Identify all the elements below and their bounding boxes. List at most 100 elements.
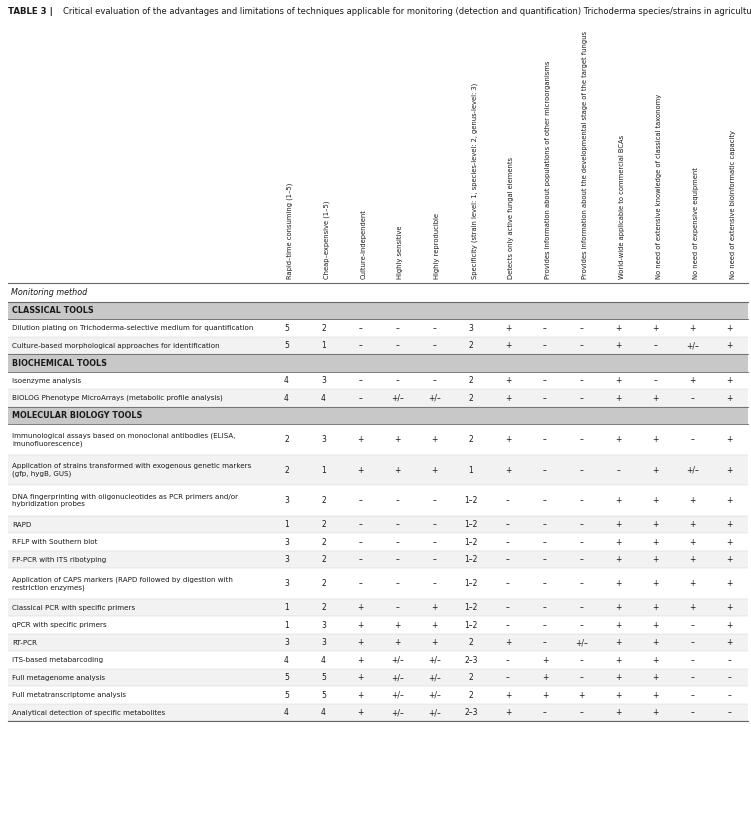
- Text: –: –: [728, 691, 731, 700]
- Text: +: +: [616, 673, 622, 682]
- Text: +/–: +/–: [428, 708, 441, 717]
- Text: –: –: [580, 497, 584, 505]
- Text: –: –: [543, 580, 547, 589]
- Text: +: +: [431, 638, 437, 647]
- Text: 4: 4: [284, 394, 289, 403]
- Text: –: –: [728, 656, 731, 665]
- Text: 5: 5: [321, 673, 326, 682]
- Text: –: –: [433, 555, 436, 564]
- Text: +: +: [653, 435, 659, 444]
- Text: –: –: [358, 580, 362, 589]
- Text: +: +: [726, 394, 733, 403]
- Text: +: +: [726, 538, 733, 547]
- Text: +: +: [726, 324, 733, 333]
- Text: –: –: [358, 376, 362, 385]
- Text: –: –: [395, 324, 400, 333]
- Text: +: +: [726, 580, 733, 589]
- Text: –: –: [543, 603, 547, 612]
- Text: –: –: [580, 673, 584, 682]
- Text: –: –: [395, 580, 400, 589]
- Bar: [8, 669, 748, 686]
- Text: +: +: [616, 621, 622, 630]
- Text: +: +: [653, 555, 659, 564]
- Text: –: –: [580, 324, 584, 333]
- Text: +: +: [541, 691, 548, 700]
- Text: 2: 2: [321, 603, 326, 612]
- Text: 3: 3: [469, 324, 474, 333]
- Text: –: –: [358, 555, 362, 564]
- Text: +: +: [394, 466, 400, 475]
- Bar: [8, 599, 748, 616]
- Text: +: +: [394, 638, 400, 647]
- Text: 2: 2: [469, 394, 473, 403]
- Text: +: +: [689, 555, 696, 564]
- Text: +: +: [394, 435, 400, 444]
- Bar: [8, 407, 748, 424]
- Text: FP-PCR with ITS ribotyping: FP-PCR with ITS ribotyping: [12, 557, 106, 562]
- Bar: [8, 390, 748, 407]
- Text: Highly sensitive: Highly sensitive: [397, 225, 403, 279]
- Text: +: +: [579, 691, 585, 700]
- Text: Classical PCR with specific primers: Classical PCR with specific primers: [12, 605, 135, 610]
- Text: +: +: [653, 673, 659, 682]
- Text: 1–2: 1–2: [464, 520, 478, 529]
- Text: –: –: [691, 621, 695, 630]
- Text: +: +: [616, 555, 622, 564]
- Text: +/–: +/–: [391, 394, 404, 403]
- Text: –: –: [728, 673, 731, 682]
- Text: –: –: [358, 324, 362, 333]
- Text: +: +: [726, 435, 733, 444]
- Text: 5: 5: [284, 673, 289, 682]
- Text: 4: 4: [321, 394, 326, 403]
- Text: +: +: [653, 520, 659, 529]
- Text: +/–: +/–: [686, 341, 699, 350]
- Text: +: +: [616, 520, 622, 529]
- Text: +: +: [505, 435, 511, 444]
- Text: +: +: [357, 621, 363, 630]
- Text: +: +: [505, 394, 511, 403]
- Text: +/–: +/–: [686, 466, 699, 475]
- Text: +: +: [541, 656, 548, 665]
- Text: –: –: [543, 341, 547, 350]
- Text: Application of CAPS markers (RAPD followed by digestion with
restriction enzymes: Application of CAPS markers (RAPD follow…: [12, 577, 233, 591]
- Text: 2: 2: [321, 538, 326, 547]
- Text: –: –: [580, 708, 584, 717]
- Text: –: –: [691, 435, 695, 444]
- Text: +: +: [616, 394, 622, 403]
- Text: –: –: [543, 520, 547, 529]
- Text: –: –: [543, 638, 547, 647]
- Text: +: +: [357, 435, 363, 444]
- Text: RAPD: RAPD: [12, 522, 32, 527]
- Bar: [8, 355, 748, 372]
- Text: –: –: [691, 394, 695, 403]
- Text: +: +: [616, 638, 622, 647]
- Text: –: –: [580, 538, 584, 547]
- Text: 1–2: 1–2: [464, 497, 478, 505]
- Text: No need of expensive equipment: No need of expensive equipment: [692, 167, 698, 279]
- Text: –: –: [543, 394, 547, 403]
- Text: +: +: [357, 466, 363, 475]
- Bar: [8, 455, 748, 485]
- Text: Dilution plating on Trichoderma-selective medium for quantification: Dilution plating on Trichoderma-selectiv…: [12, 326, 253, 331]
- Text: +: +: [541, 673, 548, 682]
- Text: –: –: [358, 394, 362, 403]
- Text: –: –: [654, 376, 658, 385]
- Text: 4: 4: [284, 376, 289, 385]
- Text: –: –: [617, 466, 621, 475]
- Text: +: +: [616, 656, 622, 665]
- Text: 3: 3: [321, 376, 326, 385]
- Text: –: –: [691, 638, 695, 647]
- Text: +: +: [653, 638, 659, 647]
- Text: 1: 1: [284, 621, 289, 630]
- Text: –: –: [691, 673, 695, 682]
- Text: 4: 4: [284, 708, 289, 717]
- Text: Provides information about the developmental stage of the target fungus: Provides information about the developme…: [582, 31, 588, 279]
- Text: +: +: [689, 497, 696, 505]
- Text: qPCR with specific primers: qPCR with specific primers: [12, 622, 107, 628]
- Text: 2: 2: [321, 324, 326, 333]
- Text: +: +: [726, 638, 733, 647]
- Bar: [8, 551, 748, 568]
- Text: 2–3: 2–3: [464, 708, 478, 717]
- Text: –: –: [543, 324, 547, 333]
- Text: +: +: [726, 603, 733, 612]
